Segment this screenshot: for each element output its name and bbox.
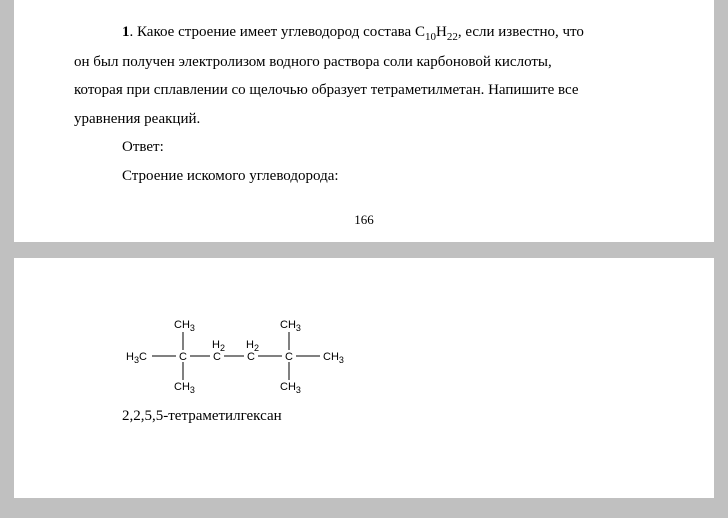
compound-name: 2,2,5,5-тетраметилгексан [122,408,654,425]
page-bottom: CH3 CH3 H2 H2 H3C C C C C CH3 [14,258,714,498]
answer-label: Ответ: [74,133,654,162]
mol-ch3-right: CH3 [323,351,344,365]
mol-ch3-br: CH3 [280,381,301,395]
mol-c2: C [213,351,221,363]
mol-h3c-left: H3C [126,351,147,365]
molecule-svg: CH3 CH3 H2 H2 H3C C C C C CH3 [122,318,382,398]
text-1a: . Какое строение имеет углеводород соста… [130,24,425,40]
problem-line-4: уравнения реакций. [74,105,654,134]
molecule-structure: CH3 CH3 H2 H2 H3C C C C C CH3 [122,318,654,398]
text-1c: , если известно, что [458,24,584,40]
mol-c3: C [247,351,255,363]
problem-text: 1. Какое строение имеет углеводород сост… [74,18,654,190]
sub-2: 22 [447,31,458,43]
mol-c1: C [179,351,187,363]
page-number: 166 [14,212,714,228]
problem-line-2: он был получен электролизом водного раст… [74,48,654,77]
problem-line-1: 1. Какое строение имеет углеводород сост… [74,18,654,48]
problem-line-3: которая при сплавлении со щелочью образу… [74,76,654,105]
mol-ch3-tr: CH3 [280,319,301,333]
sub-1: 10 [425,31,436,43]
structure-label: Строение искомого углеводорода: [74,162,654,191]
mol-ch3-bl: CH3 [174,381,195,395]
page-top: 1. Какое строение имеет углеводород сост… [14,0,714,242]
mol-ch3-tl: CH3 [174,319,195,333]
text-1b: H [436,24,447,40]
mol-c4: C [285,351,293,363]
problem-number: 1 [122,24,130,40]
